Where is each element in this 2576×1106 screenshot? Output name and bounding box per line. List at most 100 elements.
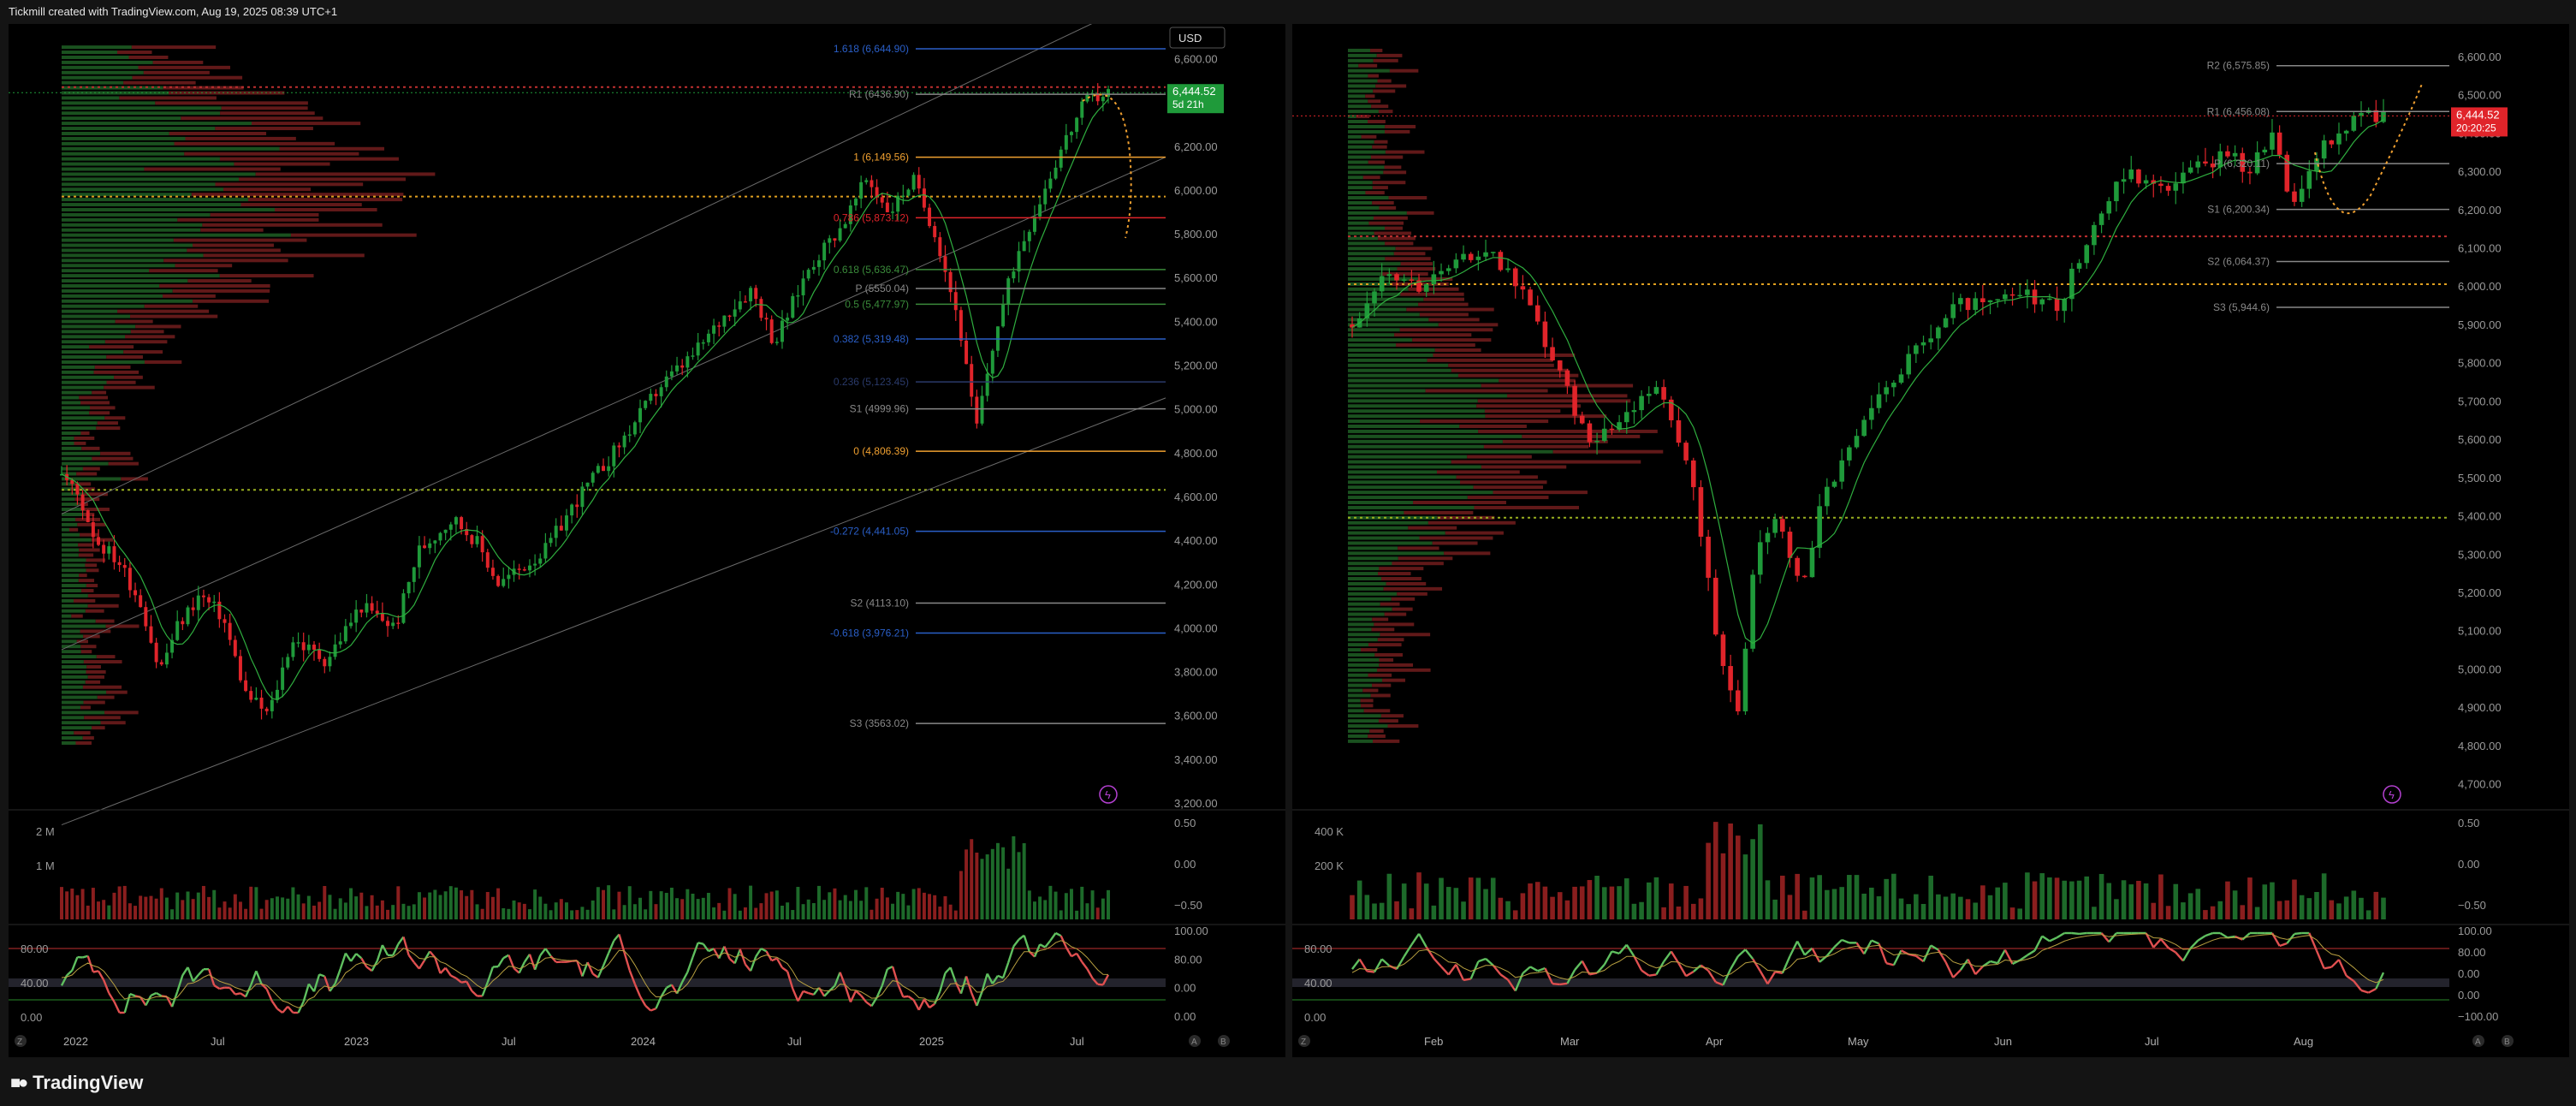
candle-body (1528, 289, 1533, 306)
volume-bar (470, 889, 474, 919)
volume-bar (1453, 888, 1459, 919)
volume-profile-bar (1348, 491, 1493, 495)
stoch-k-segment (1959, 958, 1969, 971)
candle-body (754, 288, 758, 300)
volume-profile-bar (1379, 663, 1414, 667)
candle-body (1594, 441, 1600, 443)
volume-profile-bar (1348, 699, 1361, 703)
candle-body (2047, 298, 2052, 300)
right-chart-svg[interactable]: 6,600.006,500.006,400.006,300.006,200.00… (1292, 24, 2569, 1057)
volume-profile-bar (1395, 247, 1433, 251)
stoch-band (1292, 978, 2449, 987)
stoch-k-segment (450, 974, 457, 979)
candle-body (1876, 394, 1882, 408)
stoch-k-segment (312, 973, 321, 992)
volume-bar (2343, 896, 2349, 919)
volume-profile-bar (62, 563, 86, 568)
volume-profile-bar (1507, 394, 1628, 398)
stoch-k-segment (513, 967, 520, 974)
stoch-k-segment (1655, 960, 1665, 976)
stoch-k-segment (623, 952, 631, 971)
volume-profile-bar (1348, 165, 1385, 169)
volume-bar (2240, 905, 2246, 919)
volume-profile-bar (1393, 252, 1426, 256)
volume-profile-bar (1467, 455, 1532, 459)
volume-profile-bar (97, 421, 118, 425)
volume-profile-bar (1348, 404, 1477, 408)
candle-body (1059, 149, 1063, 168)
volume-bar (1557, 892, 1563, 919)
volume-bar (139, 895, 143, 919)
candle-body (2181, 172, 2186, 184)
stoch-k-segment (240, 992, 246, 998)
left-chart-panel[interactable]: USD6,600.006,400.006,200.006,000.005,800… (9, 24, 1285, 1057)
oscillator-tick-label: 0.00 (1174, 858, 1196, 871)
volume-profile-bar (132, 75, 243, 80)
volume-profile-bar (1348, 663, 1380, 667)
channel-line (61, 24, 1093, 514)
candle-body (433, 540, 437, 544)
volume-profile-bar (1365, 94, 1375, 98)
candle-body (1920, 342, 1926, 346)
volume-profile-bar (1348, 693, 1371, 698)
volume-profile-bar (62, 508, 85, 512)
right-chart-panel[interactable]: 6,600.006,500.006,400.006,300.006,200.00… (1292, 24, 2569, 1057)
left-chart-svg[interactable]: USD6,600.006,400.006,200.006,000.005,800… (9, 24, 1285, 1057)
stoch-k-segment (176, 974, 184, 992)
candle-body (2203, 161, 2208, 164)
volume-profile-bar (290, 233, 417, 237)
volume-profile-bar (62, 269, 150, 273)
volume-bar (438, 895, 442, 919)
volume-bar (2314, 892, 2319, 919)
volume-profile-bar (1499, 378, 1576, 383)
y-tick-label: 4,800.00 (2458, 740, 2502, 752)
volume-profile-bar (1478, 429, 1658, 433)
volume-profile-bar (62, 136, 186, 140)
volume-profile-bar (62, 60, 153, 64)
candle-body (607, 466, 611, 472)
candle-body (1350, 324, 1355, 328)
volume-profile-bar (1348, 510, 1404, 514)
volume-bar (1022, 843, 1026, 919)
stoch-k-segment (1878, 942, 1888, 964)
volume-profile-bar (1406, 211, 1434, 215)
volume-profile-bar (1398, 556, 1453, 561)
candle-body (517, 568, 521, 570)
volume-profile-bar (1348, 368, 1451, 372)
volume-profile-bar (1380, 714, 1404, 718)
volume-profile-bar (1372, 145, 1387, 149)
volume-bar (460, 890, 464, 919)
candle-body (1706, 536, 1711, 578)
volume-bar (1787, 895, 1793, 919)
candle-body (644, 401, 648, 408)
stoch-k-segment (339, 953, 347, 970)
volume-profile-bar (85, 563, 98, 568)
brand-logo[interactable]: ■● TradingView (10, 1072, 143, 1094)
volume-profile-bar (106, 355, 143, 360)
volume-profile-bar (62, 497, 75, 502)
candle-body (154, 642, 158, 663)
candle-body (448, 524, 453, 530)
volume-bar (948, 904, 953, 919)
stoch-k-segment (917, 998, 925, 1011)
volume-profile-bar (62, 736, 83, 740)
candle-body (632, 422, 637, 435)
volume-profile-bar (1348, 84, 1376, 88)
candle-body (859, 181, 864, 199)
stoch-k-segment (265, 988, 273, 1002)
candle-body (1623, 412, 1629, 423)
volume-profile-bar (239, 177, 407, 181)
volume-bar (1006, 868, 1011, 919)
candle-body (159, 662, 163, 665)
volume-bar (680, 899, 685, 919)
volume-profile-bar (62, 568, 86, 573)
volume-profile-bar (1413, 501, 1506, 505)
volume-profile-bar (1348, 134, 1362, 139)
volume-profile-bar (1425, 389, 1548, 393)
candle-body (549, 538, 553, 544)
stoch-k-segment (792, 988, 799, 1002)
stoch-k-segment (2160, 938, 2169, 948)
volume-bar (448, 886, 453, 919)
candle-body (2254, 152, 2260, 174)
volume-bar (270, 898, 274, 919)
